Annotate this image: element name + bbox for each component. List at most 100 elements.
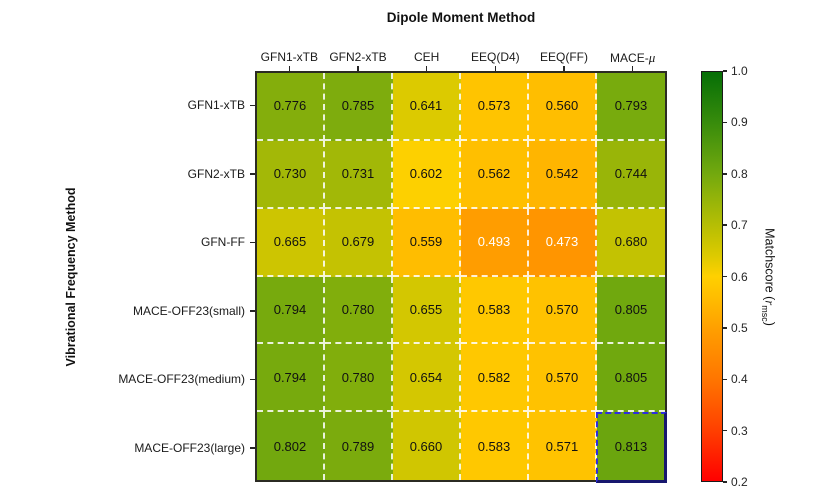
colorbar-tick-label: 0.8: [731, 166, 748, 181]
cell-value: 0.680: [614, 234, 648, 250]
cell-value: 0.582: [477, 369, 511, 385]
row-label: GFN1-xTB: [187, 98, 245, 113]
heatmap-cell: 0.602: [393, 140, 461, 209]
colorbar-tick: [723, 224, 727, 226]
x-axis-tick: [494, 66, 497, 71]
x-axis-title: Dipole Moment Method: [386, 10, 536, 25]
heatmap-cell: 0.560: [529, 73, 597, 141]
heatmap-cell: 0.641: [393, 73, 461, 141]
cell-value: 0.570: [545, 369, 579, 385]
cell-value: 0.780: [341, 369, 375, 385]
column-label: GFN2-xTB: [329, 50, 387, 64]
row-label: MACE-OFF23(medium): [118, 372, 245, 387]
colorbar: [701, 71, 723, 482]
cell-value: 0.542: [545, 166, 579, 182]
colorbar-tick: [723, 173, 727, 175]
colorbar-label-prefix: Matchscore (: [762, 228, 777, 301]
heatmap-cell: 0.776: [257, 73, 325, 141]
cell-value: 0.805: [614, 369, 648, 385]
heatmap-cell: 0.583: [461, 412, 529, 480]
heatmap-cell: 0.570: [529, 344, 597, 413]
cell-value: 0.794: [273, 369, 307, 385]
cell-value: 0.654: [409, 369, 443, 385]
row-label: GFN-FF: [201, 235, 245, 250]
heatmap-cell: 0.573: [461, 73, 529, 141]
cell-value: 0.805: [614, 301, 648, 317]
heatmap-cell: 0.473: [529, 208, 597, 277]
cell-value: 0.679: [341, 234, 375, 250]
cell-value: 0.802: [273, 438, 307, 454]
cell-value: 0.780: [341, 301, 375, 317]
heatmap-cell: 0.731: [325, 140, 393, 209]
cell-value: 0.655: [409, 301, 443, 317]
colorbar-label-suffix: ): [762, 321, 777, 326]
x-axis-tick: [357, 66, 359, 71]
colorbar-tick: [723, 481, 727, 483]
cell-value: 0.813: [614, 438, 648, 454]
colorbar-label: Matchscore (rmsc): [760, 228, 777, 326]
colorbar-tick-label: 0.3: [731, 423, 748, 438]
heatmap-cell: 0.571: [529, 412, 597, 480]
cell-value: 0.559: [409, 234, 443, 250]
mu-glyph: μ: [648, 50, 656, 65]
colorbar-tick-label: 0.6: [731, 269, 748, 284]
colorbar-tick-label: 0.9: [731, 115, 748, 130]
heatmap-cell: 0.805: [597, 344, 665, 413]
heatmap-cell: 0.802: [257, 412, 325, 480]
x-axis-tick: [425, 66, 428, 71]
colorbar-tick-label: 0.4: [731, 372, 748, 387]
cell-value: 0.493: [477, 234, 511, 250]
heatmap-cell: 0.562: [461, 140, 529, 209]
column-label: EEQ(FF): [540, 50, 588, 64]
column-label: GFN1-xTB: [260, 50, 318, 64]
colorbar-tick: [723, 327, 727, 329]
x-axis-tick: [563, 66, 565, 71]
y-axis-tick: [250, 173, 255, 175]
y-axis-tick: [250, 378, 255, 380]
colorbar-tick: [723, 70, 727, 72]
cell-value: 0.730: [273, 166, 307, 182]
heatmap-cell: 0.794: [257, 276, 325, 345]
heatmap-cell: 0.655: [393, 276, 461, 345]
x-axis-tick: [288, 66, 291, 71]
row-label: GFN2-xTB: [187, 166, 245, 181]
y-axis-title: Vibrational Frequency Method: [64, 187, 78, 367]
heatmap-cell: 0.582: [461, 344, 529, 413]
heatmap-cell: 0.660: [393, 412, 461, 480]
cell-value: 0.473: [545, 234, 579, 250]
y-axis-tick: [250, 310, 255, 312]
cell-value: 0.562: [477, 166, 511, 182]
colorbar-tick-label: 0.7: [731, 218, 748, 233]
cell-value: 0.789: [341, 438, 375, 454]
cell-value: 0.793: [614, 98, 648, 114]
colorbar-tick-label: 0.5: [731, 320, 748, 335]
heatmap-cell: 0.679: [325, 208, 393, 277]
cell-value: 0.570: [545, 301, 579, 317]
cell-value: 0.731: [341, 166, 375, 182]
heatmap-cell: 0.654: [393, 344, 461, 413]
colorbar-label-sub: msc: [759, 305, 770, 322]
heatmap-cell: 0.793: [597, 73, 665, 141]
cell-value: 0.776: [273, 98, 307, 114]
colorbar-tick-label: 1.0: [731, 64, 748, 78]
cell-value: 0.785: [341, 98, 375, 114]
heatmap-cell: 0.730: [257, 140, 325, 209]
heatmap-cell: 0.680: [597, 208, 665, 277]
cell-value: 0.573: [477, 98, 511, 114]
cell-value: 0.794: [273, 301, 307, 317]
colorbar-tick: [723, 121, 727, 124]
y-axis-tick: [250, 104, 255, 106]
cell-value: 0.583: [477, 301, 511, 317]
heatmap-cell: 0.805: [597, 276, 665, 345]
colorbar-tick: [723, 378, 727, 380]
row-label: MACE-OFF23(large): [134, 440, 245, 455]
heatmap-cell: 0.785: [325, 73, 393, 141]
x-axis-tick: [631, 66, 634, 71]
column-label: EEQ(D4): [470, 50, 520, 64]
heatmap-grid: 0.776 0.785 0.641 0.573 0.560 0.793 0.730 0.731…: [255, 71, 667, 482]
heatmap-cell: 0.789: [325, 412, 393, 480]
row-label: MACE-OFF23(small): [132, 303, 245, 318]
heatmap-cell: 0.744: [597, 140, 665, 209]
heatmap-cell: 0.794: [257, 344, 325, 413]
